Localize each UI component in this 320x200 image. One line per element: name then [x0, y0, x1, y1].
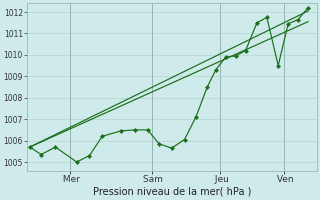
X-axis label: Pression niveau de la mer( hPa ): Pression niveau de la mer( hPa ) — [92, 187, 251, 197]
